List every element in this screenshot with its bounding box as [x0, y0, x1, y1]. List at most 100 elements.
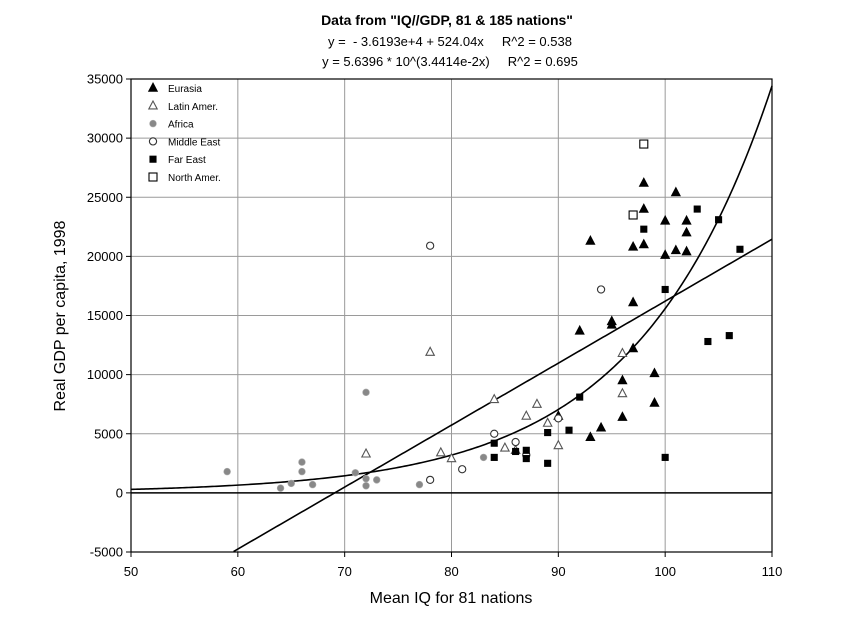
eurasia-point [681, 245, 692, 256]
far-east-point [512, 447, 520, 456]
africa-point [308, 480, 317, 489]
far-east-point [661, 453, 669, 461]
legend-marker-eurasia [147, 82, 159, 92]
legend-marker-north-amer [148, 172, 158, 182]
linear-fit-curve [233, 238, 773, 553]
far-east-point [661, 285, 669, 294]
africa-point [415, 480, 424, 489]
y-tick-label: 25000 [87, 190, 123, 205]
eurasia-point [628, 342, 639, 353]
x-tick-label: 50 [124, 564, 138, 579]
latin-amer-point [360, 447, 372, 458]
y-tick-label: 20000 [87, 249, 123, 264]
legend-label-north-amer: North Amer. [168, 173, 221, 184]
linear-fit-equation: y = - 3.6193e+4 + 524.04x R^2 = 0.538 [328, 34, 572, 49]
africa-point [479, 453, 488, 462]
africa-point [362, 474, 370, 483]
y-tick-label: 0 [116, 485, 123, 500]
eurasia-point [585, 431, 596, 441]
x-tick-label: 100 [654, 564, 676, 579]
legend: Eurasia Latin Amer. Africa Middle East Far E… [147, 82, 221, 184]
y-tick-label: 5000 [94, 426, 123, 441]
latin-amer-point [446, 452, 457, 463]
eurasia-point [660, 214, 671, 225]
eurasia-point [628, 240, 639, 251]
middle-east-point [458, 465, 467, 474]
latin-amer-point [617, 347, 628, 358]
plot-frame [130, 78, 773, 553]
x-tick-label: 110 [762, 564, 783, 579]
middle-east-point [554, 414, 563, 423]
middle-east-point [511, 437, 520, 447]
eurasia-point [681, 226, 692, 237]
y-axis-label: Real GDP per capita, 1998 [52, 220, 69, 411]
tick-labels: 50 60 70 80 90 100 110 -5000 0 5000 10000 15000 2000… [87, 72, 783, 580]
y-tick-label: 30000 [87, 131, 123, 146]
africa-point [223, 467, 231, 476]
latin-amer-point [435, 446, 446, 457]
far-east-point [715, 216, 723, 224]
far-east-point [490, 439, 498, 447]
far-east-point [544, 429, 552, 437]
eurasia-point [617, 374, 628, 385]
x-tick-label: 70 [337, 564, 351, 579]
africa-point [276, 484, 285, 492]
legend-marker-latin-amer [147, 99, 159, 110]
exponential-fit-equation: y = 5.6396 * 10^(3.4414e-2x) R^2 = 0.695 [322, 54, 578, 69]
middle-east-point [596, 285, 606, 294]
latin-amer-point [521, 410, 532, 420]
middle-east-point [425, 241, 435, 250]
africa-point [298, 467, 306, 476]
far-east-point [522, 446, 530, 454]
north-amer-point [639, 139, 649, 149]
latin-amer-point [617, 387, 628, 398]
eurasia-point [670, 244, 681, 255]
middle-east-point [490, 429, 499, 438]
far-east-point [490, 453, 498, 461]
legend-label-eurasia: Eurasia [168, 84, 202, 95]
africa-point [373, 476, 381, 484]
north-amer-point [628, 210, 638, 220]
latin-amer-point [499, 441, 511, 452]
eurasia-point [585, 235, 596, 245]
legend-label-middle-east: Middle East [168, 137, 220, 148]
chart-title: Data from "IQ//GDP, 81 & 185 nations" [321, 12, 573, 28]
far-east-point [736, 245, 744, 253]
eurasia-point [681, 214, 692, 225]
eurasia-point [638, 238, 649, 249]
eurasia-point [617, 411, 628, 421]
eurasia-point [660, 249, 671, 259]
latin-amer-point [425, 346, 436, 356]
data-points [223, 139, 744, 492]
x-tick-label: 60 [231, 564, 245, 579]
latin-amer-point [542, 417, 553, 427]
x-tick-label: 90 [551, 564, 565, 579]
legend-label-latin-amer: Latin Amer. [168, 102, 218, 113]
y-tick-label: 10000 [87, 367, 123, 382]
eurasia-point [638, 177, 649, 187]
y-tick-label: -5000 [90, 545, 123, 560]
africa-point [351, 469, 360, 477]
eurasia-point [606, 318, 617, 329]
latin-amer-point [553, 439, 564, 450]
middle-east-point [425, 475, 435, 485]
latin-amer-point [531, 398, 543, 408]
far-east-point [544, 459, 552, 467]
legend-label-africa: Africa [168, 120, 194, 131]
africa-point [362, 388, 370, 397]
africa-point [298, 458, 306, 466]
far-east-point [565, 426, 573, 434]
africa-point [362, 482, 370, 490]
eurasia-point [649, 367, 660, 378]
far-east-point [704, 337, 712, 346]
eurasia-point [649, 397, 660, 407]
eurasia-point [628, 296, 639, 307]
legend-marker-middle-east [148, 137, 158, 146]
eurasia-point [638, 203, 649, 213]
x-axis-label: Mean IQ for 81 nations [370, 590, 533, 607]
far-east-point [576, 393, 584, 401]
eurasia-point [574, 324, 585, 335]
eurasia-point [595, 421, 607, 432]
africa-point [287, 479, 295, 488]
